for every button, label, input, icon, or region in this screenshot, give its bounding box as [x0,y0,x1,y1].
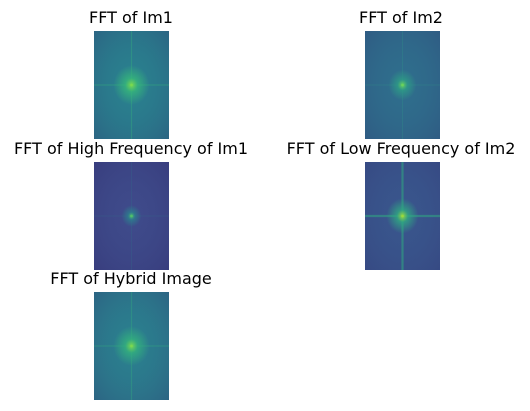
panel-title-fft-hybrid-image: FFT of Hybrid Image [50,269,212,288]
spectrum-dc-peak [130,83,133,87]
spectrum-dc-peak [130,344,133,348]
spectrum-dc-peak [130,214,133,218]
panel-title-fft-im2: FFT of Im2 [359,8,443,27]
fft-high-frequency-im1-spectrum-image [94,162,169,270]
fft-im1-spectrum-image [94,31,169,139]
fft-im2-spectrum-image [365,31,440,139]
fft-hybrid-image-spectrum-image [94,292,169,400]
panel-title-fft-im1: FFT of Im1 [89,8,173,27]
fft-low-frequency-im2-spectrum-image [365,162,440,270]
spectrum-dc-peak [401,214,404,218]
panel-title-fft-high-frequency-im1: FFT of High Frequency of Im1 [13,139,249,158]
panel-title-fft-low-frequency-im2: FFT of Low Frequency of Im2 [286,139,516,158]
spectrum-dc-peak [401,83,404,87]
